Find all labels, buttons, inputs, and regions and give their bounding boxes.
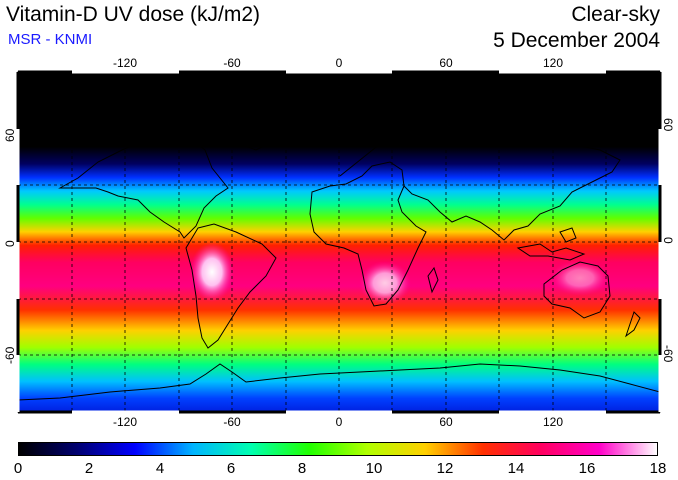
color-scale-label: 14	[507, 460, 525, 477]
south-america-coast	[185, 223, 277, 349]
longitude-tick-bottom: 0	[335, 415, 343, 429]
latitude-tick-right: 60	[661, 118, 675, 132]
longitude-tick-bottom: 60	[439, 415, 453, 429]
map-frame	[16, 70, 662, 414]
greenland-coast	[225, 97, 301, 151]
longitude-tick-bottom: -60	[223, 415, 241, 429]
north-america-coast	[58, 133, 229, 239]
longitude-tick-top: 120	[542, 56, 564, 70]
color-scale-bar	[18, 442, 658, 456]
latitude-tick-left: 60	[3, 128, 17, 142]
color-scale-label: 8	[297, 460, 307, 477]
latitude-tick-left: -60	[3, 346, 17, 364]
map-title: Vitamin-D UV dose (kJ/m2)	[6, 3, 261, 26]
gridlines	[18, 72, 660, 412]
color-scale-label: 18	[649, 460, 667, 477]
color-scale-label: 12	[436, 460, 454, 477]
sky-condition: Clear-sky	[571, 3, 660, 26]
color-scale-label: 16	[578, 460, 596, 477]
antarctica-coast	[18, 363, 660, 401]
color-scale-label: 4	[155, 460, 165, 477]
color-scale-label: 0	[13, 460, 23, 477]
madagascar-coast	[427, 266, 439, 294]
longitude-tick-bottom: -120	[112, 415, 138, 429]
eurasia-north-coast	[339, 133, 621, 241]
australia-coast	[543, 261, 611, 319]
latitude-tick-left: 0	[3, 240, 17, 247]
longitude-tick-top: 0	[335, 56, 343, 70]
longitude-tick-bottom: 120	[542, 415, 564, 429]
longitude-tick-top: -60	[223, 56, 241, 70]
new-zealand-coast	[625, 311, 641, 338]
coastlines	[18, 97, 660, 401]
uv-hotspot-south-america	[190, 242, 234, 302]
latitude-tick-right: -60	[661, 345, 675, 363]
uv-hotspot-australia	[550, 260, 610, 296]
color-scale-label: 10	[365, 460, 383, 477]
europe-africa-coast	[309, 161, 427, 307]
latitude-tick-right: 0	[661, 237, 675, 244]
uv-hotspot-southern-africa	[359, 261, 411, 305]
source-credit: MSR - KNMI	[8, 31, 93, 48]
color-scale-label: 6	[226, 460, 236, 477]
color-scale-label: 2	[84, 460, 94, 477]
longitude-tick-top: 60	[439, 56, 453, 70]
map-date: 5 December 2004	[493, 29, 660, 52]
longitude-tick-top: -120	[112, 56, 138, 70]
southeast-asia-islands	[516, 227, 586, 261]
